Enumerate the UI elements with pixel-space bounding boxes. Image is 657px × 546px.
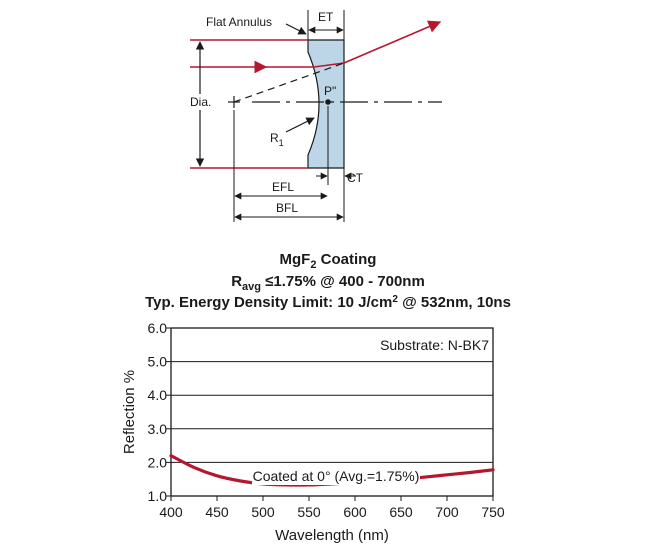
y-ticks: 1.0 2.0 3.0 4.0 5.0 6.0 [148,320,171,504]
y-tick-label: 5.0 [148,354,168,370]
substrate-label-bg [384,334,490,354]
reflection-chart: 1.0 2.0 3.0 4.0 5.0 6.0 400 450 500 550 600 650 700… [121,320,505,544]
outgoing-ray [343,20,442,64]
r1-leader [285,117,315,133]
curve-label: Coated at 0° (Avg.=1.75%) [253,468,420,484]
bfl-label: BFL [276,201,298,215]
x-tick-label: 550 [297,504,321,520]
curve-label-bg [252,467,420,485]
y-tick-label: 3.0 [148,421,168,437]
energy-density-spec: Typ. Energy Density Limit: 10 J/cm2 @ 53… [145,294,511,311]
plot-frame [170,327,494,497]
x-tick-label: 400 [159,504,183,520]
y-tick-label: 2.0 [148,454,168,470]
ct-label: CT [347,171,364,185]
p-label: P" [324,84,336,98]
x-tick-label: 750 [481,504,505,520]
virtual-ray [233,62,345,103]
dia-label: Dia. [190,95,211,109]
coating-title: MgF2 Coating [280,251,377,271]
y-tick-label: 1.0 [148,488,168,504]
x-axis-label: Wavelength (nm) [275,527,389,544]
efl-label: EFL [272,180,294,194]
y-tick-label: 6.0 [148,320,168,336]
flat-annulus-label: Flat Annulus [206,15,272,29]
r1-label: R1 [270,131,284,148]
y-axis-label: Reflection % [121,370,138,454]
et-label: ET [318,10,334,24]
substrate-label: Substrate: N-BK7 [380,337,489,353]
chart-grid [171,361,493,463]
x-ticks: 400 450 500 550 600 650 700 750 [159,496,505,520]
principal-point [325,99,331,105]
x-tick-label: 500 [251,504,275,520]
flat-annulus-leader [285,23,307,35]
coating-titles: MgF2 Coating Ravg ≤1.75% @ 400 - 700nm T… [145,251,511,311]
x-tick-label: 650 [389,504,413,520]
lens-diagram: P" Dia. Flat Annulus ET R1 CT EFL BFL [188,10,442,222]
ravg-spec: Ravg ≤1.75% @ 400 - 700nm [231,273,425,293]
y-tick-label: 4.0 [148,387,168,403]
x-tick-label: 700 [435,504,459,520]
lens-body [307,39,345,169]
internal-ray [313,62,345,68]
x-tick-label: 450 [205,504,229,520]
x-tick-label: 600 [343,504,367,520]
